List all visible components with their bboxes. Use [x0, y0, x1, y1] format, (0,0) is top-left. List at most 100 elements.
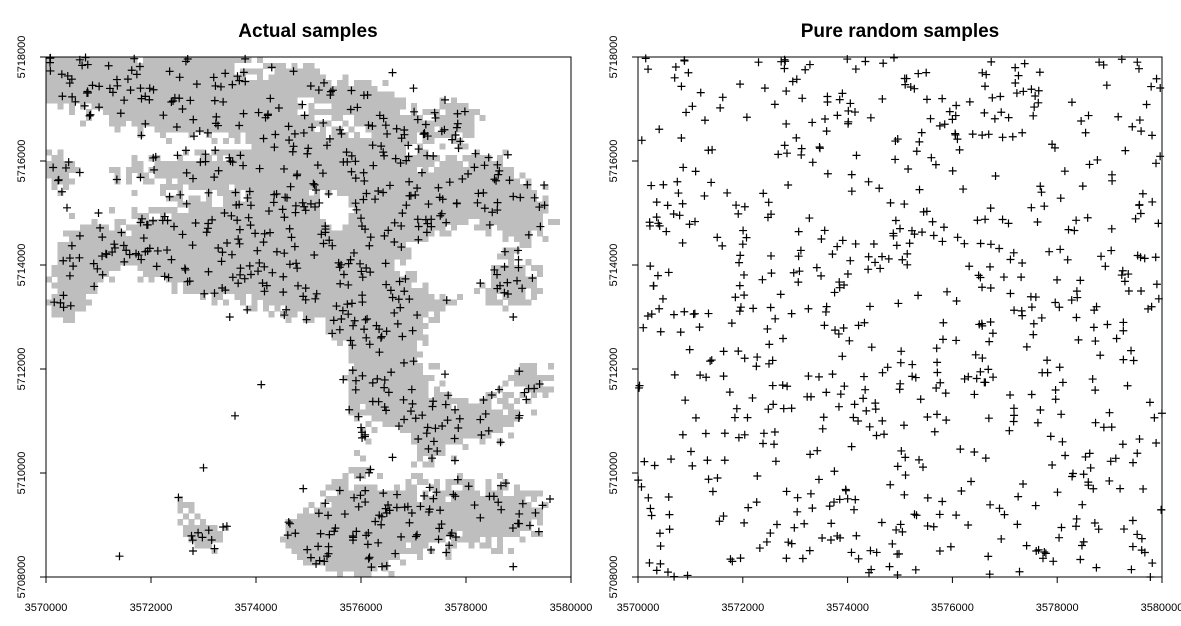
sample-point — [1094, 525, 1103, 534]
sample-point — [403, 502, 412, 511]
sample-point — [360, 325, 369, 334]
sample-point — [380, 375, 389, 384]
sample-point — [637, 482, 646, 491]
sample-point — [1058, 437, 1067, 446]
sample-point — [985, 337, 994, 346]
sample-point — [518, 499, 527, 508]
sample-point — [388, 453, 397, 462]
sample-point — [381, 504, 390, 513]
sample-point — [492, 176, 501, 185]
sample-point — [356, 259, 365, 268]
sample-point — [655, 221, 664, 230]
sample-point — [380, 383, 389, 392]
sample-point — [437, 520, 446, 529]
sample-point — [488, 208, 497, 217]
sample-point — [871, 258, 880, 267]
sample-point — [357, 214, 365, 223]
sample-point — [283, 531, 292, 540]
sample-point — [1012, 89, 1021, 98]
sample-point — [505, 176, 514, 185]
sample-point — [404, 141, 413, 150]
sample-point — [1107, 423, 1116, 432]
sample-point — [739, 226, 748, 235]
sample-point — [328, 86, 337, 95]
sample-point — [361, 315, 370, 324]
sample-point — [895, 385, 904, 394]
sample-point — [936, 378, 945, 387]
sample-point — [509, 192, 518, 201]
sample-point — [293, 264, 302, 273]
sample-point — [336, 125, 344, 134]
sample-point — [266, 228, 275, 237]
sample-point — [986, 240, 995, 249]
sample-point — [194, 528, 203, 537]
sample-point — [864, 177, 873, 186]
sample-point — [1079, 537, 1088, 546]
sample-point — [173, 151, 182, 160]
sample-point — [284, 122, 293, 131]
sample-point — [301, 206, 310, 215]
sample-point — [719, 512, 728, 521]
sample-point — [188, 241, 197, 250]
sample-point — [1083, 213, 1092, 222]
sample-point — [200, 289, 209, 298]
sample-point — [784, 538, 793, 547]
sample-point — [347, 299, 356, 308]
sample-point — [664, 268, 673, 277]
sample-point — [823, 169, 832, 178]
sample-point — [375, 348, 384, 357]
sample-point — [321, 499, 330, 508]
sample-point — [903, 260, 912, 269]
sample-point — [374, 538, 383, 547]
sample-point — [487, 390, 496, 399]
sample-point — [358, 273, 367, 282]
sample-point — [820, 321, 829, 330]
sample-point — [1151, 253, 1160, 262]
sample-point — [788, 77, 797, 86]
sample-point — [1018, 258, 1027, 267]
sample-point — [421, 120, 430, 129]
sample-point — [970, 448, 979, 457]
sample-point — [306, 199, 315, 208]
sample-point — [1015, 567, 1024, 576]
sample-point — [219, 522, 228, 531]
sample-point — [984, 365, 993, 374]
sample-point — [970, 390, 979, 399]
sample-point — [844, 106, 853, 115]
sample-point — [104, 61, 113, 70]
sample-point — [423, 219, 432, 228]
sample-point — [787, 309, 796, 318]
sample-point — [361, 486, 370, 495]
sample-point — [438, 422, 447, 431]
sample-point — [1038, 554, 1047, 563]
sample-point — [209, 73, 218, 82]
sample-point — [280, 249, 289, 258]
sample-point — [98, 270, 107, 279]
sample-point — [1048, 140, 1057, 149]
sample-point — [645, 558, 654, 567]
sample-point — [718, 241, 727, 250]
sample-point — [236, 151, 245, 160]
sample-point — [313, 161, 322, 170]
sample-point — [847, 187, 856, 196]
sample-point — [681, 396, 690, 405]
sample-point — [1127, 346, 1136, 355]
sample-point — [349, 321, 358, 330]
sample-point — [299, 484, 308, 493]
sample-point — [1046, 432, 1055, 441]
sample-point — [938, 237, 947, 246]
sample-point — [691, 413, 700, 422]
sample-point — [1006, 391, 1015, 399]
sample-point — [968, 130, 977, 139]
sample-point — [964, 372, 973, 381]
sample-point — [165, 67, 174, 76]
sample-point — [110, 240, 119, 249]
sample-point — [451, 131, 460, 139]
sample-point — [195, 127, 204, 136]
sample-point — [354, 502, 363, 511]
sample-point — [646, 504, 655, 513]
sample-point — [1004, 219, 1013, 228]
sample-point — [175, 73, 184, 82]
sample-point — [169, 96, 178, 105]
sample-point — [878, 368, 887, 377]
